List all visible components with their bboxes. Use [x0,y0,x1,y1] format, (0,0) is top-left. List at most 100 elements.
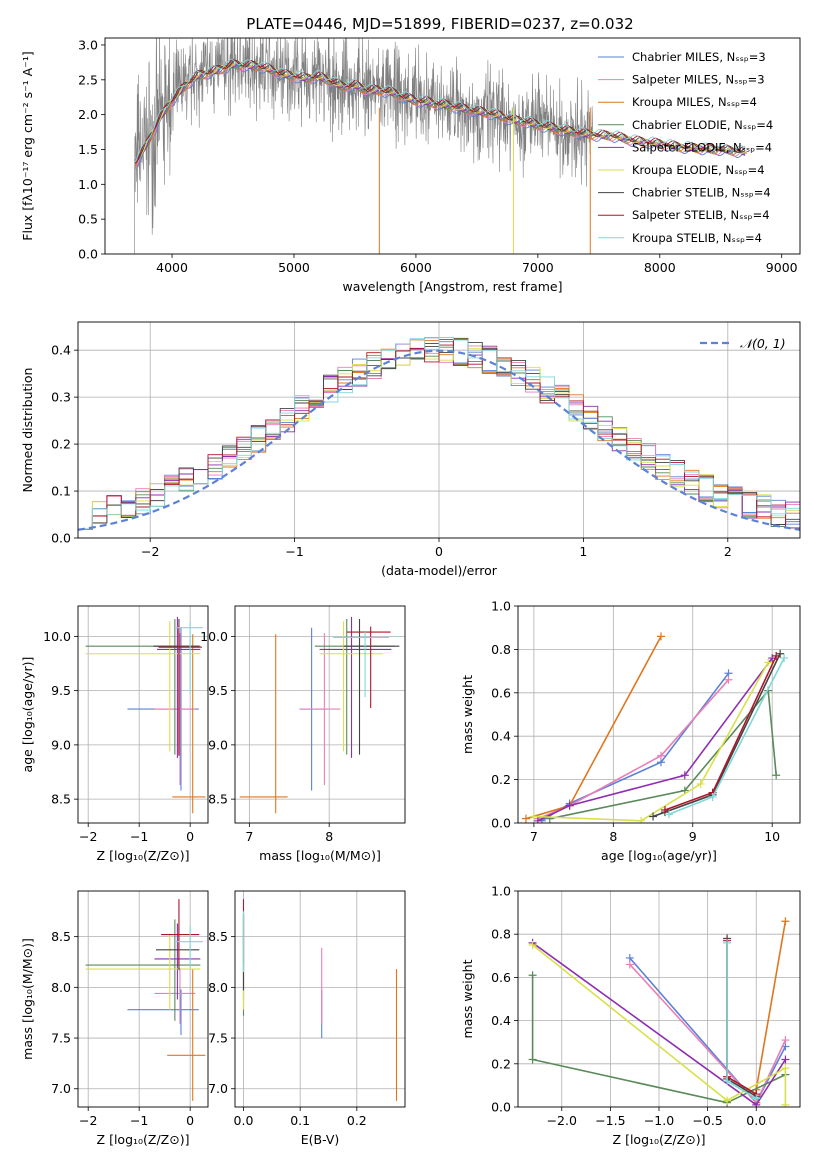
x-axis-label: age [log₁₀(age/yr)] [601,848,717,863]
legend-entry: Salpeter MILES, Nₛₛₚ=3 [632,73,765,87]
model-spectrum-chabrier-elodie [135,63,746,164]
y-tick-label: 9.0 [51,737,71,752]
x-axis-label: E(B-V) [301,1132,340,1147]
point-marker [637,816,646,823]
x-tick-label: 8 [325,829,333,844]
panel-5: 7 8 9 10 0.0 0.2 0.4 0.6 0.8 1.0 age [log₁₀(age/yr… [460,599,801,863]
x-tick-label: 1 [579,544,587,559]
y-tick-label: 9.5 [51,683,71,698]
point-marker [723,938,732,947]
errorbar-kroupa-miles [172,634,206,814]
y-tick-label: 0.3 [51,390,71,405]
x-tick-label: −2.0 [547,1113,577,1128]
point-marker [660,805,669,814]
errorbar-kroupa-stelib [174,622,203,693]
axes-frame [234,890,406,1108]
y-tick-label: 0.2 [51,437,71,452]
x-tick-label: 9 [689,829,697,844]
y-tick-label: 8.5 [208,929,228,944]
y-axis-label: mass [log₁₀(M/M⊙)] [20,938,35,1060]
y-tick-label: 8.5 [51,792,71,807]
y-tick-label: 0.0 [491,1100,511,1115]
residual-histogram-kroupa-stelib [78,337,800,530]
x-tick-label: 7 [530,829,538,844]
y-tick-label: 7.0 [51,1081,71,1096]
errorbar-chabrier-stelib [343,619,400,755]
x-tick-label: 8000 [644,260,676,275]
x-axis-label: Z [log₁₀(Z/Z⊙)] [97,1132,190,1147]
plot-area-5 [518,606,800,823]
x-tick-label: 0.0 [234,1113,254,1128]
y-tick-label: 9.0 [208,737,228,752]
y-tick-label: 0.2 [491,1056,511,1071]
point-marker [723,1077,732,1086]
point-marker [781,1064,790,1073]
x-tick-label: −1 [130,829,148,844]
x-tick-label: −1.5 [595,1113,625,1128]
errorbar-chabrier-elodie [85,919,201,1021]
point-marker [528,1055,537,1064]
x-tick-label: 6000 [400,260,432,275]
x-tick-label: 9000 [766,260,798,275]
legend: Chabrier MILES, Nₛₛₚ=3 Salpeter MILES, Nₛ… [598,50,773,245]
x-tick-label: 0.2 [347,1113,367,1128]
y-tick-label: 8.0 [51,980,71,995]
y-tick-label: 1.0 [491,599,511,614]
series-salpeter-stelib [660,651,781,814]
y-tick-label: 1.0 [78,177,98,192]
point-marker [780,654,789,663]
plot-area-4 [235,606,405,823]
errorbar-kroupa-stelib [174,926,203,968]
point-marker [781,917,790,926]
x-tick-label: 4000 [156,260,188,275]
y-tick-label: 9.5 [208,683,228,698]
y-tick-label: 0.8 [491,642,511,657]
x-tick-label: 0.1 [290,1113,310,1128]
axes-frame [234,605,406,824]
y-tick-label: 2.0 [78,107,98,122]
y-tick-label: 8.5 [51,929,71,944]
point-marker [521,814,530,823]
errorbar-kroupa-elodie [85,933,201,1010]
y-tick-label: 1.0 [491,884,511,899]
plot-area-1 [134,38,747,254]
legend-entry: Kroupa STELIB, Nₛₛₚ=4 [632,231,762,245]
y-axis-label: age [log₁₀(age/yr)] [20,657,35,773]
x-tick-label: 0.0 [746,1113,766,1128]
panel-4: 7 8 8.5 9.0 9.5 10.0 mass [log₁₀(M/M⊙)] [200,605,406,863]
errorbar-salpeter-elodie [319,616,392,758]
axes-frame [77,605,209,824]
y-tick-label: 7.5 [51,1031,71,1046]
errorbar-salpeter-stelib [158,625,202,756]
y-axis-label: Normed distribution [20,368,35,493]
point-marker [764,658,773,667]
errorbar-salpeter-stelib [161,899,200,966]
y-tick-label: 0.0 [78,247,98,262]
x-tick-label: −2 [79,829,97,844]
gaussian-curve [78,349,800,531]
point-marker [656,751,665,760]
point-marker [752,1094,761,1103]
legend-entry: Salpeter ELODIE, Nₛₛₚ=4 [632,140,772,154]
model-spectrum-salpeter-stelib [135,58,746,164]
y-tick-label: 0.4 [491,1013,511,1028]
point-marker [656,632,665,641]
legend-entry: 𝒩(0, 1) [740,336,786,351]
point-marker [625,960,634,969]
x-tick-label: 10 [764,829,780,844]
x-tick-label: 7 [245,829,253,844]
errorbar-kroupa-elodie [319,621,384,752]
y-tick-label: 0.2 [491,772,511,787]
errorbar-salpeter-miles [300,633,341,786]
point-marker [723,1096,732,1105]
y-tick-label: 8.5 [208,792,228,807]
axes-frame [104,37,801,255]
axes-frame [517,605,801,824]
errorbar-kroupa-miles [167,969,206,1101]
point-marker [781,1036,790,1045]
plot-area-2 [78,322,800,538]
x-tick-label: −1.0 [644,1113,674,1128]
plot-area-7 [235,891,405,1107]
legend-entry: Salpeter STELIB, Nₛₛₚ=4 [632,208,770,222]
series-kroupa-stelib [723,938,761,1103]
